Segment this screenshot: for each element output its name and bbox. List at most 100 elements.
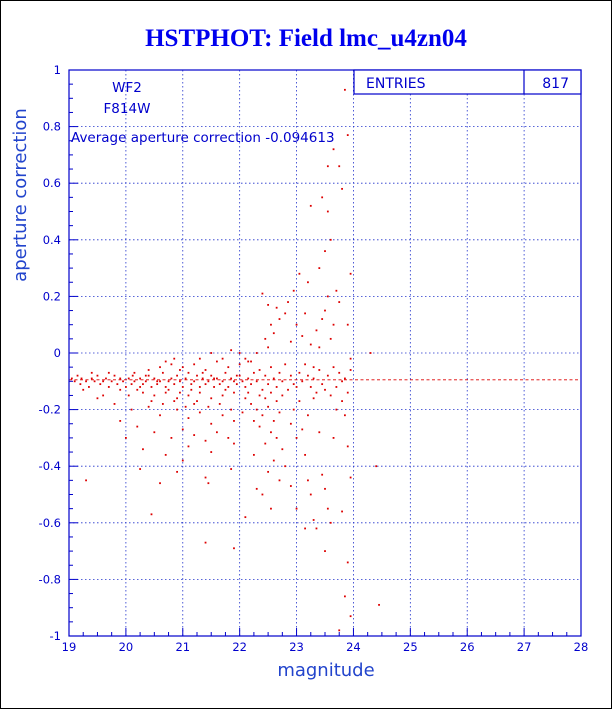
data-point xyxy=(250,383,252,386)
data-point xyxy=(258,425,261,428)
x-tick-label: 23 xyxy=(289,640,304,654)
data-point xyxy=(159,380,161,383)
data-point xyxy=(88,386,90,388)
data-point xyxy=(130,383,133,386)
data-point xyxy=(318,431,321,434)
data-point xyxy=(309,386,312,388)
data-point xyxy=(167,388,170,391)
data-point xyxy=(144,380,147,383)
data-point xyxy=(156,383,159,386)
data-point xyxy=(142,383,144,386)
data-point xyxy=(346,561,349,564)
data-point xyxy=(204,476,207,479)
data-point xyxy=(338,629,341,632)
data-point xyxy=(147,405,150,408)
data-point xyxy=(329,521,332,524)
data-point xyxy=(255,380,258,383)
data-point xyxy=(139,468,142,470)
x-axis-ticks: 19 20 21 22 23 24 25 26 27 28 xyxy=(62,628,588,654)
data-point xyxy=(93,380,96,383)
chip-label: WF2 xyxy=(112,80,142,96)
data-point xyxy=(198,391,201,394)
data-point xyxy=(307,479,309,482)
data-point xyxy=(133,380,136,383)
data-point xyxy=(281,394,284,397)
data-point xyxy=(267,383,270,386)
data-point xyxy=(187,371,190,374)
stats-box-frame xyxy=(353,69,582,95)
data-point xyxy=(127,377,130,380)
data-point xyxy=(321,383,324,386)
stats-box-value: 817 xyxy=(542,76,569,92)
data-point xyxy=(233,391,235,394)
x-axis-label: magnitude xyxy=(277,660,374,681)
data-point xyxy=(307,281,309,284)
data-point xyxy=(102,394,105,397)
data-point xyxy=(193,403,196,405)
data-point xyxy=(344,88,346,91)
data-point xyxy=(210,422,213,425)
data-point xyxy=(173,383,176,386)
data-point xyxy=(213,377,215,380)
data-point xyxy=(113,374,116,377)
data-point xyxy=(278,411,281,414)
data-point xyxy=(244,386,247,388)
y-tick-label: 0.2 xyxy=(43,289,61,303)
data-point xyxy=(130,408,133,411)
data-point xyxy=(261,414,264,417)
data-point xyxy=(278,479,281,482)
data-point xyxy=(181,386,184,388)
data-point xyxy=(252,420,255,422)
data-point xyxy=(261,388,264,391)
data-point xyxy=(295,386,298,388)
data-point xyxy=(289,374,292,377)
data-point xyxy=(315,527,318,530)
data-point xyxy=(247,391,250,394)
data-point xyxy=(159,482,161,485)
data-point xyxy=(139,377,142,380)
data-point xyxy=(210,352,213,354)
data-point xyxy=(275,386,278,388)
data-point xyxy=(142,448,144,451)
y-tick-label: 0 xyxy=(54,346,61,360)
data-point xyxy=(284,465,287,468)
data-point xyxy=(105,377,107,380)
data-point xyxy=(144,374,147,377)
data-point xyxy=(281,448,284,451)
data-point xyxy=(338,165,341,168)
data-point xyxy=(349,369,352,371)
x-tick-label: 20 xyxy=(119,640,134,654)
data-point xyxy=(338,371,341,374)
data-point xyxy=(264,442,267,445)
grid-lines xyxy=(69,70,581,636)
data-point xyxy=(221,414,224,417)
data-point xyxy=(329,394,332,397)
data-point xyxy=(176,397,178,400)
data-point xyxy=(312,519,315,521)
data-point xyxy=(344,377,346,380)
data-point xyxy=(107,386,110,388)
data-point xyxy=(261,292,264,295)
data-point xyxy=(96,374,99,377)
data-point xyxy=(139,386,142,388)
data-point xyxy=(133,371,136,374)
data-point xyxy=(270,431,272,434)
data-point xyxy=(173,357,176,360)
data-point xyxy=(241,380,244,383)
data-point xyxy=(204,541,207,544)
data-point xyxy=(176,408,178,411)
data-point xyxy=(107,371,110,374)
data-point xyxy=(179,391,181,394)
data-point xyxy=(150,386,153,388)
data-point xyxy=(275,437,278,439)
data-point xyxy=(329,238,332,241)
data-point xyxy=(210,451,213,453)
y-axis-label: aperture correction xyxy=(10,108,31,282)
data-point xyxy=(335,408,338,411)
data-point xyxy=(235,374,238,377)
data-point xyxy=(309,493,312,496)
data-point xyxy=(80,377,83,380)
data-point xyxy=(326,374,329,377)
data-point xyxy=(193,434,196,436)
data-point xyxy=(184,405,187,408)
